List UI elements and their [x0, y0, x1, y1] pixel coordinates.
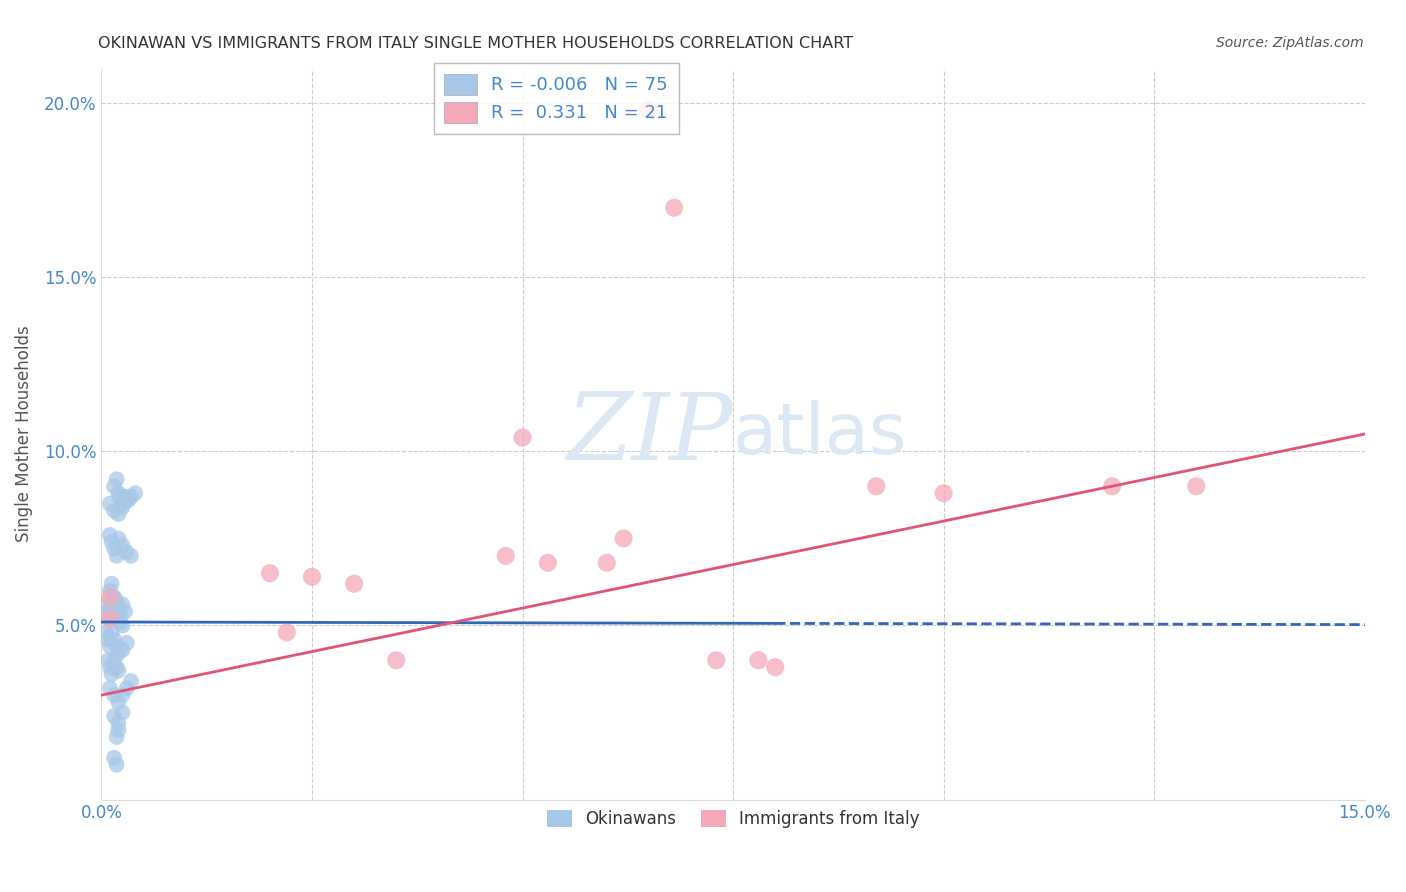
Point	[105, 730, 128, 744]
Legend: Okinawans, Immigrants from Italy: Okinawans, Immigrants from Italy	[540, 804, 927, 835]
Point	[97, 653, 120, 667]
Point	[111, 688, 134, 702]
Point	[98, 528, 121, 542]
Point	[495, 549, 517, 563]
Point	[120, 490, 142, 504]
Point	[107, 601, 129, 615]
Point	[1185, 479, 1208, 493]
Point	[103, 709, 125, 723]
Point	[259, 566, 281, 581]
Point	[94, 625, 117, 640]
Point	[100, 667, 122, 681]
Point	[100, 625, 122, 640]
Point	[512, 430, 534, 444]
Point	[105, 757, 128, 772]
Point	[114, 490, 136, 504]
Point	[120, 549, 142, 563]
Point	[103, 750, 125, 764]
Point	[108, 615, 131, 629]
Text: atlas: atlas	[733, 400, 907, 468]
Point	[343, 576, 366, 591]
Point	[98, 640, 121, 654]
Point	[111, 500, 134, 515]
Point	[111, 538, 134, 552]
Point	[94, 598, 117, 612]
Point	[111, 618, 134, 632]
Point	[111, 643, 134, 657]
Point	[100, 601, 122, 615]
Point	[103, 591, 125, 605]
Point	[105, 598, 128, 612]
Point	[932, 486, 955, 500]
Point	[111, 706, 134, 720]
Point	[865, 479, 887, 493]
Point	[124, 486, 146, 500]
Point	[98, 611, 121, 625]
Point	[97, 632, 120, 647]
Point	[105, 472, 128, 486]
Point	[115, 636, 138, 650]
Point	[115, 493, 138, 508]
Point	[105, 594, 128, 608]
Point	[662, 201, 685, 215]
Point	[115, 681, 138, 695]
Point	[108, 490, 131, 504]
Point	[276, 625, 298, 640]
Point	[107, 723, 129, 737]
Point	[114, 605, 136, 619]
Point	[301, 570, 323, 584]
Point	[537, 556, 560, 570]
Point	[98, 497, 121, 511]
Point	[98, 583, 121, 598]
Point	[107, 715, 129, 730]
Point	[105, 660, 128, 674]
Point	[107, 532, 129, 546]
Text: Source: ZipAtlas.com: Source: ZipAtlas.com	[1216, 36, 1364, 50]
Point	[107, 695, 129, 709]
Point	[97, 605, 120, 619]
Point	[111, 497, 134, 511]
Point	[763, 660, 786, 674]
Text: ZIP: ZIP	[567, 389, 733, 479]
Point	[103, 632, 125, 647]
Point	[98, 660, 121, 674]
Point	[108, 607, 131, 622]
Point	[596, 556, 619, 570]
Point	[103, 688, 125, 702]
Point	[107, 646, 129, 660]
Point	[100, 535, 122, 549]
Point	[115, 493, 138, 508]
Point	[103, 653, 125, 667]
Point	[107, 607, 129, 622]
Point	[105, 549, 128, 563]
Point	[103, 503, 125, 517]
Point	[117, 493, 139, 508]
Point	[103, 541, 125, 556]
Point	[107, 507, 129, 521]
Point	[385, 653, 408, 667]
Point	[638, 103, 661, 118]
Point	[613, 532, 636, 546]
Point	[105, 640, 128, 654]
Y-axis label: Single Mother Households: Single Mother Households	[15, 326, 32, 542]
Point	[120, 674, 142, 689]
Point	[100, 576, 122, 591]
Point	[115, 545, 138, 559]
Point	[704, 653, 727, 667]
Point	[107, 664, 129, 678]
Point	[103, 591, 125, 605]
Point	[98, 681, 121, 695]
Point	[1101, 479, 1123, 493]
Point	[107, 486, 129, 500]
Point	[747, 653, 769, 667]
Point	[103, 479, 125, 493]
Point	[98, 591, 121, 605]
Point	[98, 611, 121, 625]
Point	[111, 598, 134, 612]
Text: OKINAWAN VS IMMIGRANTS FROM ITALY SINGLE MOTHER HOUSEHOLDS CORRELATION CHART: OKINAWAN VS IMMIGRANTS FROM ITALY SINGLE…	[98, 36, 853, 51]
